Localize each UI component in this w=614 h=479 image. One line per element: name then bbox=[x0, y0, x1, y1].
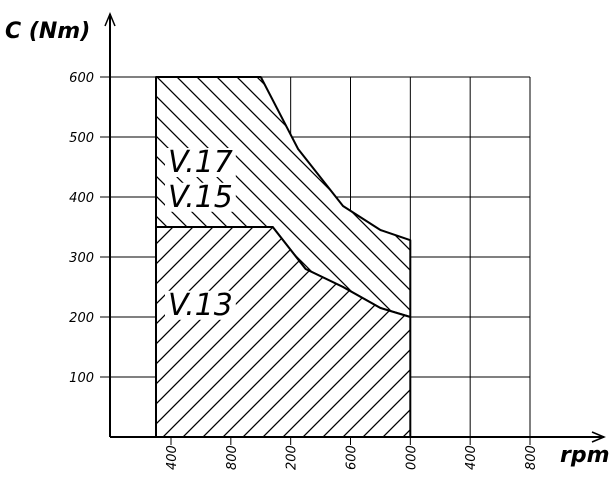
region-label-backing-2 bbox=[165, 290, 236, 320]
y-tick-label-500: 500 bbox=[69, 131, 94, 146]
x-axis-title: rpm bbox=[560, 443, 610, 468]
region-label-backing-0 bbox=[165, 148, 236, 177]
x-tick-label-400-3400: 400 bbox=[464, 445, 479, 470]
y-tick-label-200: 200 bbox=[69, 311, 94, 326]
y-tick-label-600: 600 bbox=[69, 71, 94, 86]
y-tick-label-400: 400 bbox=[69, 191, 94, 206]
x-tick-label-400-1400: 400 bbox=[165, 445, 180, 470]
x-tick-label-200-2200: 200 bbox=[285, 445, 300, 470]
y-axis-arrow bbox=[104, 12, 116, 27]
y-tick-label-300: 300 bbox=[69, 251, 94, 266]
x-tick-label-600-2600: 600 bbox=[345, 445, 360, 470]
region-label-2: V.13 bbox=[168, 288, 233, 323]
y-axis-title: C (Nm) bbox=[5, 19, 90, 44]
labels: V.17V.15 V.13 100 200 300 400 500 600 400 800 200 6… bbox=[5, 19, 610, 470]
y-tick-label-100: 100 bbox=[69, 371, 94, 386]
x-tick-label-800-1800: 800 bbox=[225, 445, 240, 470]
region-label-backing-1 bbox=[165, 182, 236, 212]
region-label-1: V.15 bbox=[168, 180, 233, 215]
x-axis-arrow bbox=[591, 431, 606, 443]
region-label-0: V.17 bbox=[168, 145, 233, 180]
x-tick-label-000-3000: 000 bbox=[404, 445, 419, 470]
series-area-1 bbox=[155, 226, 412, 438]
x-tick-label-800-3800: 800 bbox=[524, 445, 539, 470]
series-areas bbox=[155, 76, 412, 438]
axes bbox=[104, 12, 606, 443]
